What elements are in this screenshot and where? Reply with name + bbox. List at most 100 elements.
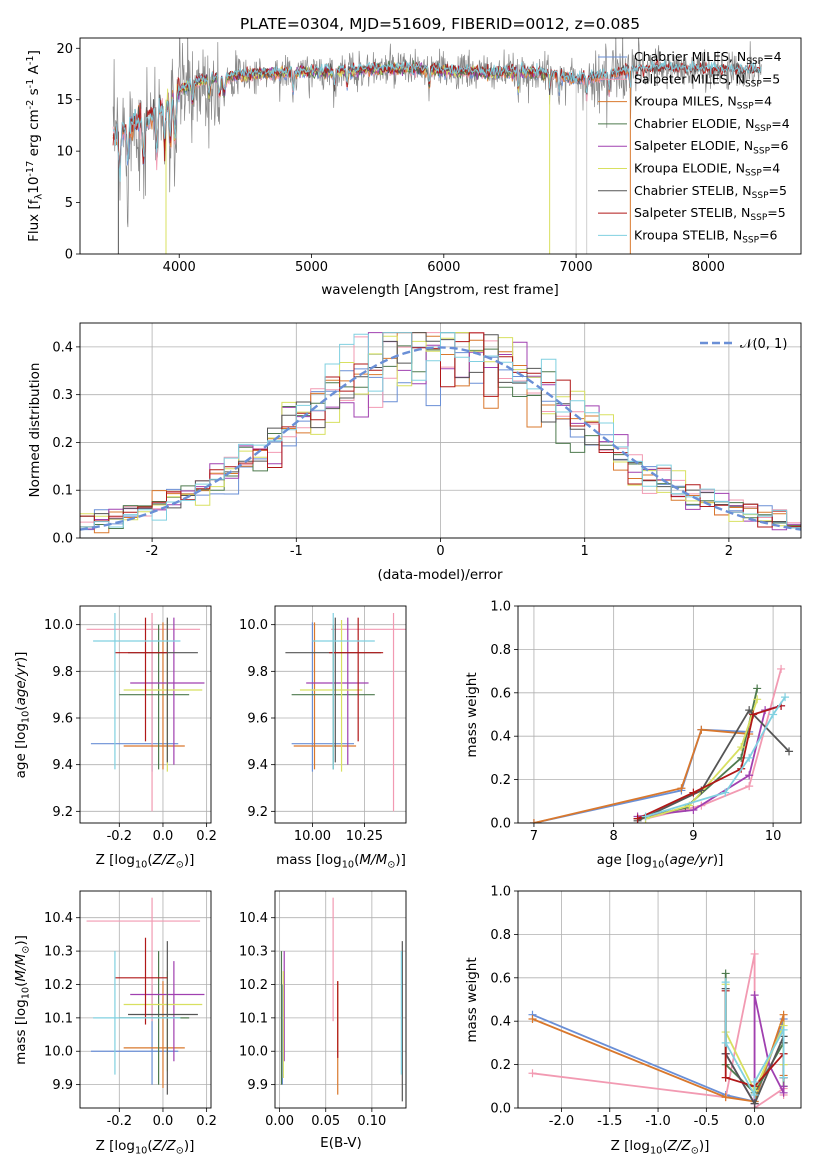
y-tick-label: 0 [65, 248, 73, 263]
weight-marker [721, 978, 730, 987]
age-vs-mass-panel-ticks: 10.00 10.25 9.2 9.4 9.6 9.8 10.0 [239, 618, 383, 844]
residuals-xlabel: (data-model)/error [377, 567, 503, 583]
errorbar-point [90, 622, 179, 772]
errorbar-point [119, 624, 190, 770]
x-tick-label: -1.5 [597, 1114, 622, 1129]
axes-frame [79, 890, 212, 1109]
y-tick-label: 10.0 [44, 1045, 73, 1060]
y-tick-label: 10.4 [239, 911, 268, 926]
y-tick-label: 9.8 [247, 665, 268, 680]
axes-frame [517, 605, 802, 824]
weight-vs-z-panel-ticks: -2.0 -1.5 -1.0 -0.5 0.0 0.0 0.2 0.4 0.6 0.8 1.0 [490, 885, 765, 1130]
y-tick-label: 0.0 [52, 532, 73, 547]
legend-label: Chabrier ELODIE, NSSP=4 [634, 116, 790, 134]
x-tick-label: 9 [689, 829, 697, 844]
legend-label: Kroupa MILES, NSSP=4 [634, 94, 772, 112]
errorbar-point [306, 617, 369, 765]
errorbar-point [93, 951, 181, 1075]
weight-marker [781, 693, 790, 702]
y-tick-label: 15 [56, 93, 73, 108]
x-tick-label: 5000 [295, 260, 328, 275]
y-tick-label: 10.1 [44, 1011, 73, 1026]
weight-marker [750, 1090, 759, 1099]
weight-marker [721, 1073, 730, 1082]
errorbar-point [93, 613, 181, 770]
spectrum-ylabel: Flux [fλ10-17 erg cm-2 s-1 A-1] [25, 50, 45, 242]
axes-frame [517, 890, 802, 1109]
spectrum-panel: 4000 5000 6000 7000 8000 0 5 10 15 20 wavelength [… [25, 37, 802, 298]
weight-vs-z-ylabel: mass weight [464, 957, 480, 1042]
gaussian-curve [80, 346, 801, 531]
y-tick-label: 10.4 [44, 911, 73, 926]
y-tick-label: 0.4 [490, 1015, 511, 1030]
y-tick-label: 10.2 [44, 978, 73, 993]
weight-marker [745, 753, 754, 762]
weight-marker [697, 725, 706, 734]
y-tick-label: 0.2 [490, 1058, 511, 1073]
weight-line-chabrier-stelib [637, 708, 790, 822]
errorbar-point [123, 622, 185, 770]
axes-frame [79, 37, 802, 255]
age-vs-z-panel-ticks: -0.2 0.0 0.2 9.2 9.4 9.6 9.8 10.0 [44, 618, 217, 844]
weight-vs-age-xlabel: age [log10(age/yr)] [597, 852, 724, 870]
x-tick-label: 8 [610, 829, 618, 844]
weight-marker [779, 1010, 788, 1019]
x-tick-label: -1 [290, 544, 303, 559]
weight-marker [641, 812, 650, 821]
legend-label: Salpeter ELODIE, NSSP=6 [634, 138, 789, 156]
x-tick-label: 0.0 [744, 1114, 765, 1129]
weight-line-chabrier-miles [533, 728, 750, 823]
y-tick-label: 10.1 [239, 1011, 268, 1026]
weight-vs-z-panel: -2.0 -1.5 -1.0 -0.5 0.0 0.0 0.2 0.4 0.6 0.8 1.0 Z [… [464, 885, 802, 1156]
y-tick-label: 0.8 [490, 928, 511, 943]
legend-label: Kroupa STELIB, NSSP=6 [634, 227, 778, 245]
x-tick-label: 7 [530, 829, 538, 844]
weight-marker [689, 788, 698, 797]
spectrum-xlabel: wavelength [Angstrom, rest frame] [321, 282, 559, 298]
y-tick-label: 0.2 [490, 773, 511, 788]
residuals-panel-ticks: -2 -1 0 1 2 0.0 0.1 0.2 0.3 0.4 [52, 340, 733, 559]
weight-marker [779, 1082, 788, 1091]
y-tick-label: 10.0 [239, 1045, 268, 1060]
age-vs-mass-panel-grid [275, 606, 406, 823]
y-tick-label: 9.9 [247, 1078, 268, 1093]
weight-marker [753, 695, 762, 704]
weight-vs-age-ylabel: mass weight [464, 672, 480, 757]
y-tick-label: 5 [65, 196, 73, 211]
legend-label: Salpeter MILES, NSSP=5 [634, 71, 780, 89]
weight-marker [721, 788, 730, 797]
legend-label: Chabrier STELIB, NSSP=5 [634, 183, 787, 201]
spectrum-panel-ticks: 4000 5000 6000 7000 8000 0 5 10 15 20 [56, 42, 724, 275]
x-tick-label: -0.2 [107, 829, 132, 844]
y-tick-label: 9.9 [52, 1078, 73, 1093]
x-tick-label: 0.2 [196, 829, 217, 844]
legend-label: Salpeter STELIB, NSSP=5 [634, 205, 786, 223]
x-tick-label: -1.0 [645, 1114, 670, 1129]
age-vs-z-xlabel: Z [log10(Z/Z⊙)] [96, 852, 195, 870]
weight-marker [779, 1073, 788, 1082]
mass-vs-ebv-panel: 0.00 0.05 0.10 9.9 10.0 10.1 10.2 10.3 10.4 E(B-V… [239, 890, 407, 1151]
errorbar-point [114, 617, 168, 742]
x-tick-label: 0 [436, 544, 444, 559]
weight-vs-age-panel: 7 8 9 10 0.0 0.2 0.4 0.6 0.8 1.0 age [log10(age/yr… [464, 600, 802, 870]
x-tick-label: -0.2 [107, 1114, 132, 1129]
weight-marker [721, 1038, 730, 1047]
y-tick-label: 9.4 [52, 758, 73, 773]
x-tick-label: 10.00 [294, 829, 331, 844]
weight-vs-z-xlabel: Z [log10(Z/Z⊙)] [611, 1138, 710, 1156]
y-tick-label: 0.6 [490, 686, 511, 701]
weight-marker [777, 664, 786, 673]
errorbar-point [331, 613, 406, 812]
axes-frame [79, 322, 802, 539]
y-tick-label: 0.4 [490, 730, 511, 745]
residuals-panel-plot-area [80, 332, 801, 534]
y-tick-label: 0.2 [52, 436, 73, 451]
axes-frame [274, 605, 407, 824]
x-tick-label: 6000 [427, 260, 460, 275]
errorbar-point [86, 613, 201, 812]
weight-vs-age-panel-plot-area [529, 664, 794, 823]
age-vs-z-panel-plot-area [86, 613, 205, 812]
weight-marker [737, 743, 746, 752]
y-tick-label: 10.3 [239, 945, 268, 960]
